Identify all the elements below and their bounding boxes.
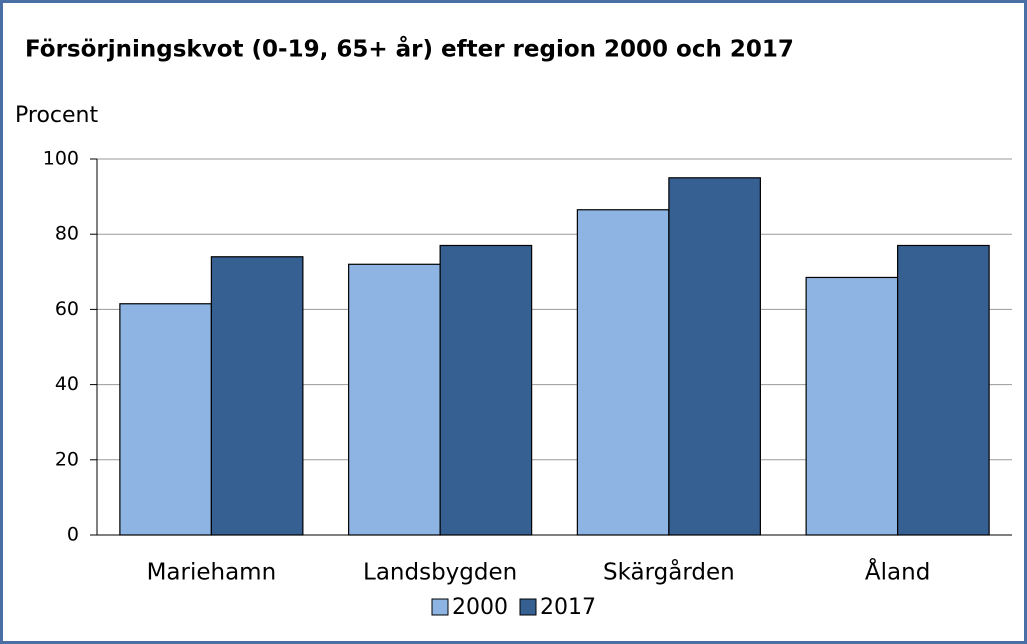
legend-label: 2000 [452,595,508,620]
bar [668,177,761,536]
bar [119,303,212,536]
bar [576,209,670,536]
y-tick-label: 80 [55,223,79,245]
bar [210,256,304,536]
chart-title: Försörjningskvot (0-19, 65+ år) efter re… [25,36,794,63]
bar [805,276,899,536]
x-tick-label: Landsbygden [363,560,517,586]
y-tick-label: 60 [55,298,79,320]
bar [897,244,990,536]
y-tick-label: 40 [55,373,79,395]
y-tick-label: 100 [43,148,79,170]
y-tick-label: 0 [67,524,79,546]
legend-swatch [519,598,537,616]
x-tick-label: Mariehamn [147,560,277,586]
x-tick-label: Åland [865,558,930,586]
bar [348,263,441,536]
y-axis-label: Procent [15,103,98,128]
y-tick-label: 20 [55,448,79,470]
legend-swatch [431,598,449,616]
x-tick-label: Skärgården [603,558,735,586]
bar [439,244,533,536]
legend-label: 2017 [540,595,596,620]
